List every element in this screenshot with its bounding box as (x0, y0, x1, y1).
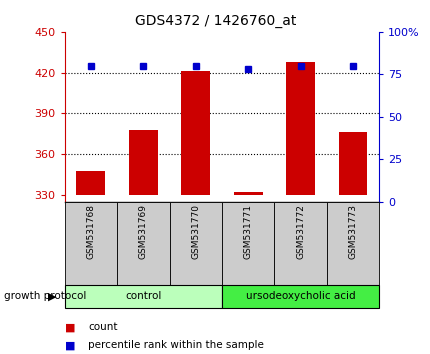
Bar (64, 285, 221, 308)
Text: GSM531772: GSM531772 (295, 204, 304, 259)
Bar (169, 202, 221, 285)
Text: percentile rank within the sample: percentile rank within the sample (88, 340, 264, 350)
Bar (326, 202, 378, 285)
Bar (286, 62, 314, 195)
Bar (221, 285, 378, 308)
Text: GSM531769: GSM531769 (138, 204, 147, 259)
Text: ▶: ▶ (47, 291, 56, 302)
Bar (64, 202, 117, 285)
Text: growth protocol: growth protocol (4, 291, 86, 302)
Text: GSM531771: GSM531771 (243, 204, 252, 259)
Bar (338, 132, 367, 195)
Bar (117, 202, 169, 285)
Bar (233, 192, 262, 195)
Bar (76, 171, 105, 195)
Text: ■: ■ (64, 340, 75, 350)
Bar (221, 202, 274, 285)
Text: control: control (125, 291, 161, 302)
Text: ■: ■ (64, 322, 75, 332)
Text: GDS4372 / 1426760_at: GDS4372 / 1426760_at (135, 14, 295, 28)
Bar (129, 130, 157, 195)
Text: GSM531770: GSM531770 (191, 204, 200, 259)
Bar (274, 202, 326, 285)
Text: ursodeoxycholic acid: ursodeoxycholic acid (245, 291, 355, 302)
Text: GSM531773: GSM531773 (348, 204, 357, 259)
Text: GSM531768: GSM531768 (86, 204, 95, 259)
Text: count: count (88, 322, 117, 332)
Bar (181, 71, 210, 195)
